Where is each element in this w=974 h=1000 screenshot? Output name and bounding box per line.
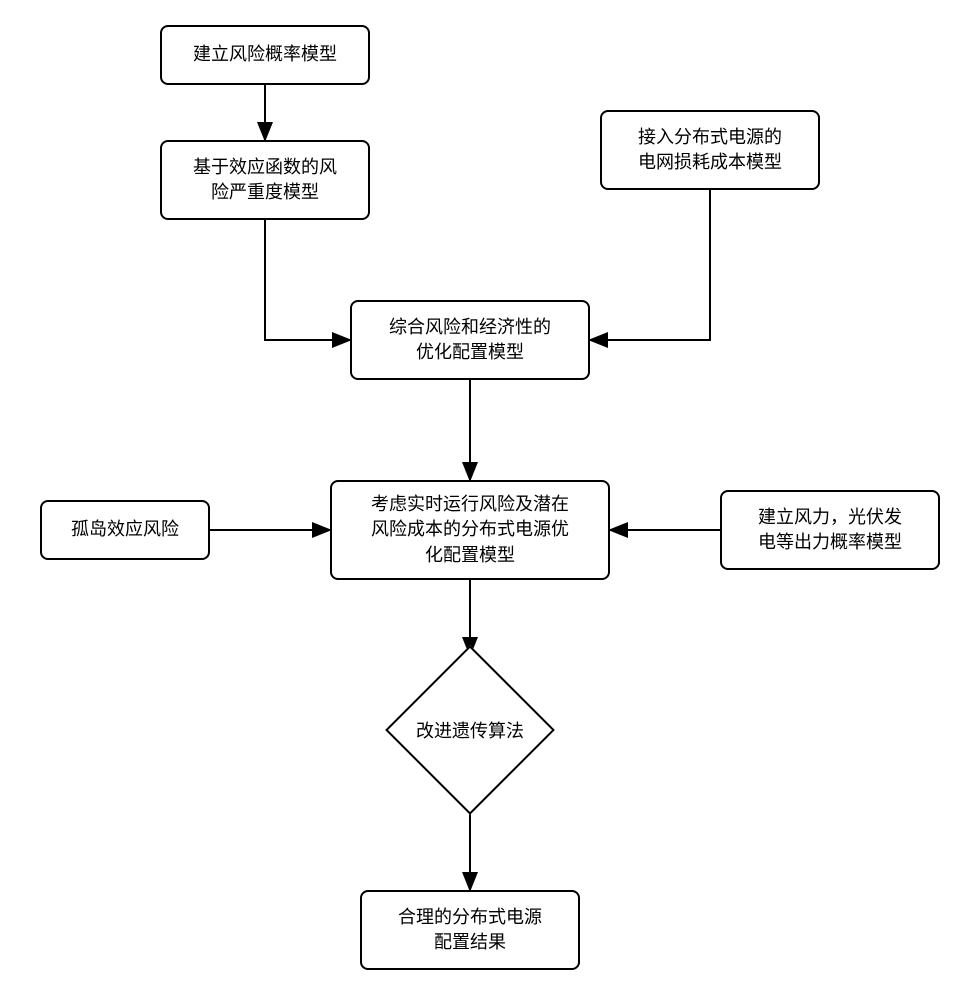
node-label: 接入分布式电源的电网损耗成本模型 [638,125,782,175]
node-rational-config-result: 合理的分布式电源配置结果 [360,890,580,970]
node-risk-probability-model: 建立风险概率模型 [160,25,370,85]
node-grid-loss-cost-model: 接入分布式电源的电网损耗成本模型 [600,110,820,190]
edge-n3-n4 [590,190,710,340]
node-wind-pv-output-probability-model: 建立风力，光伏发电等出力概率模型 [720,490,940,570]
node-label: 合理的分布式电源配置结果 [398,905,542,955]
node-label: 基于效应函数的风险严重度模型 [193,155,337,205]
node-label: 孤岛效应风险 [71,517,179,542]
node-improved-genetic-algorithm: 改进遗传算法 [385,645,555,815]
edge-n2-n4 [265,220,350,340]
node-risk-severity-model: 基于效应函数的风险严重度模型 [160,140,370,220]
node-label: 综合风险和经济性的优化配置模型 [389,315,551,365]
node-island-effect-risk: 孤岛效应风险 [40,500,210,560]
node-distributed-power-optimization-model: 考虑实时运行风险及潜在风险成本的分布式电源优化配置模型 [330,480,610,580]
node-label: 改进遗传算法 [416,717,524,743]
node-optimization-config-model: 综合风险和经济性的优化配置模型 [350,300,590,380]
node-label: 考虑实时运行风险及潜在风险成本的分布式电源优化配置模型 [371,492,569,568]
node-label: 建立风险概率模型 [193,42,337,67]
node-label: 建立风力，光伏发电等出力概率模型 [758,505,902,555]
